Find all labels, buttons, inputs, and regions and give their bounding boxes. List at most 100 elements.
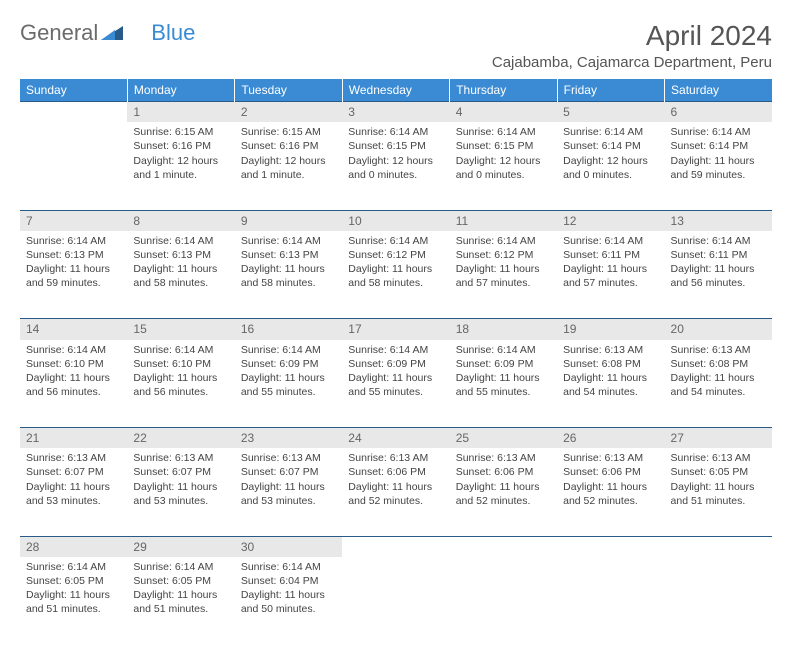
sun-info-line: Sunrise: 6:14 AM: [133, 234, 228, 248]
day-content-cell: [20, 122, 127, 210]
sun-info-line: and 58 minutes.: [348, 276, 443, 290]
sun-info-line: Sunset: 6:06 PM: [563, 465, 658, 479]
sun-info-line: and 55 minutes.: [456, 385, 551, 399]
day-number-row: 282930: [20, 536, 772, 557]
day-number-cell: [665, 536, 772, 557]
sun-info-line: and 56 minutes.: [26, 385, 121, 399]
sun-info-line: Daylight: 12 hours: [563, 154, 658, 168]
day-content-cell: Sunrise: 6:14 AMSunset: 6:04 PMDaylight:…: [235, 557, 342, 645]
day-number-cell: 15: [127, 319, 234, 340]
sun-info-line: Daylight: 11 hours: [26, 588, 121, 602]
sun-info-line: Sunset: 6:05 PM: [26, 574, 121, 588]
sun-info-line: and 54 minutes.: [563, 385, 658, 399]
sun-info-line: Daylight: 12 hours: [241, 154, 336, 168]
day-number-row: 21222324252627: [20, 428, 772, 449]
day-number-cell: 8: [127, 210, 234, 231]
day-content-cell: Sunrise: 6:14 AMSunset: 6:11 PMDaylight:…: [557, 231, 664, 319]
day-number-cell: 5: [557, 102, 664, 123]
day-number-cell: 11: [450, 210, 557, 231]
day-content-cell: Sunrise: 6:14 AMSunset: 6:14 PMDaylight:…: [665, 122, 772, 210]
day-number-cell: 7: [20, 210, 127, 231]
day-number-row: 123456: [20, 102, 772, 123]
sun-info-line: Daylight: 11 hours: [26, 262, 121, 276]
sun-info-line: Daylight: 11 hours: [456, 262, 551, 276]
day-content-row: Sunrise: 6:14 AMSunset: 6:13 PMDaylight:…: [20, 231, 772, 319]
sun-info-line: Sunset: 6:16 PM: [133, 139, 228, 153]
day-number-cell: 3: [342, 102, 449, 123]
sun-info-line: Daylight: 11 hours: [348, 371, 443, 385]
day-number-cell: 30: [235, 536, 342, 557]
sun-info-line: and 59 minutes.: [26, 276, 121, 290]
day-number-cell: 16: [235, 319, 342, 340]
sun-info-line: Sunrise: 6:15 AM: [241, 125, 336, 139]
sun-info-line: Sunset: 6:06 PM: [348, 465, 443, 479]
day-content-cell: Sunrise: 6:13 AMSunset: 6:06 PMDaylight:…: [557, 448, 664, 536]
day-content-cell: [665, 557, 772, 645]
day-content-cell: Sunrise: 6:14 AMSunset: 6:13 PMDaylight:…: [20, 231, 127, 319]
sun-info-line: Sunrise: 6:14 AM: [563, 125, 658, 139]
sun-info-line: Daylight: 11 hours: [348, 480, 443, 494]
logo-text-general: General: [20, 20, 98, 46]
day-number-cell: 1: [127, 102, 234, 123]
day-number-cell: 27: [665, 428, 772, 449]
sun-info-line: Daylight: 11 hours: [456, 480, 551, 494]
day-content-cell: Sunrise: 6:14 AMSunset: 6:11 PMDaylight:…: [665, 231, 772, 319]
sun-info-line: Sunrise: 6:13 AM: [348, 451, 443, 465]
day-number-cell: 22: [127, 428, 234, 449]
sun-info-line: Sunrise: 6:14 AM: [671, 125, 766, 139]
sun-info-line: Sunrise: 6:14 AM: [348, 343, 443, 357]
sun-info-line: Daylight: 11 hours: [241, 262, 336, 276]
day-number-cell: [450, 536, 557, 557]
sun-info-line: and 58 minutes.: [133, 276, 228, 290]
day-content-cell: Sunrise: 6:13 AMSunset: 6:07 PMDaylight:…: [127, 448, 234, 536]
sun-info-line: and 0 minutes.: [348, 168, 443, 182]
sun-info-line: Daylight: 11 hours: [133, 588, 228, 602]
sun-info-line: and 52 minutes.: [563, 494, 658, 508]
day-content-cell: Sunrise: 6:13 AMSunset: 6:06 PMDaylight:…: [342, 448, 449, 536]
day-number-cell: 24: [342, 428, 449, 449]
sun-info-line: Sunset: 6:09 PM: [456, 357, 551, 371]
sun-info-line: Sunset: 6:12 PM: [456, 248, 551, 262]
sun-info-line: Sunset: 6:13 PM: [133, 248, 228, 262]
month-title: April 2024: [492, 20, 772, 52]
sun-info-line: Daylight: 11 hours: [671, 154, 766, 168]
sun-info-line: Sunrise: 6:14 AM: [241, 234, 336, 248]
day-content-cell: Sunrise: 6:15 AMSunset: 6:16 PMDaylight:…: [127, 122, 234, 210]
weekday-header: Saturday: [665, 79, 772, 102]
day-content-cell: Sunrise: 6:13 AMSunset: 6:07 PMDaylight:…: [235, 448, 342, 536]
sun-info-line: Daylight: 11 hours: [348, 262, 443, 276]
sun-info-line: Sunrise: 6:14 AM: [671, 234, 766, 248]
sun-info-line: Daylight: 11 hours: [563, 480, 658, 494]
sun-info-line: Sunrise: 6:13 AM: [671, 451, 766, 465]
sun-info-line: Daylight: 11 hours: [133, 480, 228, 494]
sun-info-line: Sunrise: 6:14 AM: [241, 343, 336, 357]
sun-info-line: Daylight: 11 hours: [26, 480, 121, 494]
logo-text-blue: Blue: [151, 20, 195, 46]
day-number-cell: [20, 102, 127, 123]
day-content-cell: Sunrise: 6:14 AMSunset: 6:15 PMDaylight:…: [450, 122, 557, 210]
day-content-cell: [557, 557, 664, 645]
weekday-header: Monday: [127, 79, 234, 102]
sun-info-line: and 0 minutes.: [456, 168, 551, 182]
day-content-row: Sunrise: 6:15 AM Sunset: 6:16 PM Daylight:…: [20, 122, 772, 210]
day-content-cell: Sunrise: 6:13 AMSunset: 6:08 PMDaylight:…: [665, 340, 772, 428]
day-number-cell: 18: [450, 319, 557, 340]
weekday-header: Thursday: [450, 79, 557, 102]
sun-info-line: Sunset: 6:04 PM: [241, 574, 336, 588]
day-number-cell: 9: [235, 210, 342, 231]
sun-info-line: Sunrise: 6:14 AM: [133, 560, 228, 574]
logo-triangle-icon: [101, 20, 123, 46]
sun-info-line: Daylight: 11 hours: [241, 371, 336, 385]
sun-info-line: Sunrise: 6:13 AM: [133, 451, 228, 465]
sun-info-line: Sunset: 6:07 PM: [26, 465, 121, 479]
day-content-cell: Sunrise: 6:14 AMSunset: 6:15 PMDaylight:…: [342, 122, 449, 210]
day-number-cell: 17: [342, 319, 449, 340]
sun-info-line: and 51 minutes.: [671, 494, 766, 508]
sun-info-line: Sunrise: 6:14 AM: [563, 234, 658, 248]
sun-info-line: Sunset: 6:08 PM: [671, 357, 766, 371]
sun-info-line: Sunset: 6:09 PM: [348, 357, 443, 371]
sun-info-line: Sunset: 6:15 PM: [348, 139, 443, 153]
sun-info-line: and 57 minutes.: [456, 276, 551, 290]
sun-info-line: Sunrise: 6:14 AM: [348, 234, 443, 248]
sun-info-line: Sunrise: 6:13 AM: [456, 451, 551, 465]
